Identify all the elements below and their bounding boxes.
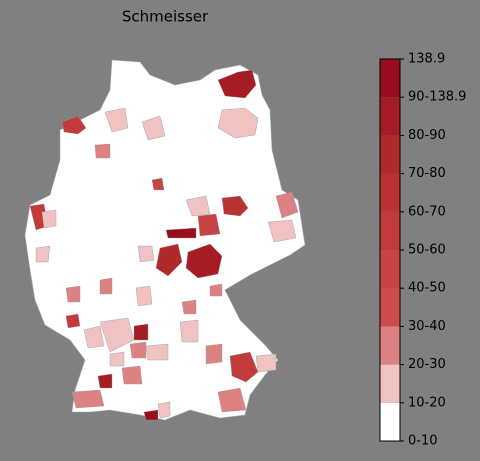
colorbar-segment xyxy=(380,288,400,327)
colorbar-tick-label: 60-70 xyxy=(408,204,446,219)
colorbar-tick-label: 138.9 xyxy=(408,52,445,67)
colorbar-segment xyxy=(380,364,400,403)
colorbar-segment xyxy=(380,402,400,441)
colorbar-segment xyxy=(380,97,400,136)
colorbar-segment xyxy=(380,173,400,212)
colorbar-tick-label: 30-40 xyxy=(408,319,446,334)
colorbar: 0-10 10-20 20-30 30-40 40-50 50-60 60-70 70-80 8… xyxy=(379,52,466,449)
map-title: Schmeisser xyxy=(122,8,209,26)
colorbar-segment xyxy=(380,211,400,250)
colorbar-segment xyxy=(380,250,400,289)
colorbar-tick-label: 90-138.9 xyxy=(408,90,466,105)
colorbar-tick-label: 50-60 xyxy=(408,243,446,258)
colorbar-tick-label: 70-80 xyxy=(408,166,446,181)
colorbar-tick-label: 20-30 xyxy=(408,357,446,372)
colorbar-segment xyxy=(380,135,400,174)
colorbar-segment xyxy=(380,326,400,365)
colorbar-tick-label: 10-20 xyxy=(408,395,446,410)
map xyxy=(24,59,306,421)
colorbar-tick-label: 0-10 xyxy=(408,434,438,449)
districts xyxy=(29,69,299,421)
colorbar-tick-label: 40-50 xyxy=(408,281,446,296)
colorbar-tick-label: 80-90 xyxy=(408,128,446,143)
colorbar-segment xyxy=(380,59,400,98)
